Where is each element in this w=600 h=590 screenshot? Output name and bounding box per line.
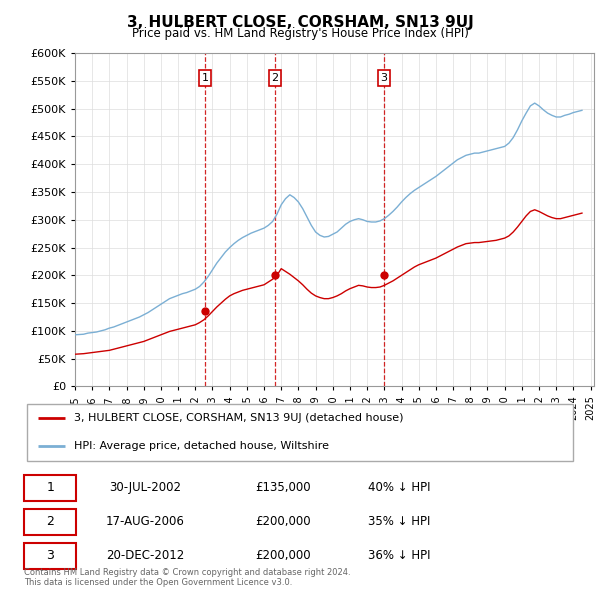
Text: 3, HULBERT CLOSE, CORSHAM, SN13 9UJ: 3, HULBERT CLOSE, CORSHAM, SN13 9UJ (127, 15, 473, 30)
Text: 35% ↓ HPI: 35% ↓ HPI (368, 515, 431, 529)
Text: 1: 1 (47, 481, 55, 494)
FancyBboxPatch shape (27, 404, 573, 461)
FancyBboxPatch shape (24, 509, 76, 535)
Text: 2: 2 (47, 515, 55, 529)
Text: 17-AUG-2006: 17-AUG-2006 (106, 515, 185, 529)
Text: 30-JUL-2002: 30-JUL-2002 (109, 481, 181, 494)
Text: HPI: Average price, detached house, Wiltshire: HPI: Average price, detached house, Wilt… (74, 441, 329, 451)
Text: 3: 3 (47, 549, 55, 562)
Text: Contains HM Land Registry data © Crown copyright and database right 2024.
This d: Contains HM Land Registry data © Crown c… (24, 568, 350, 587)
Text: £200,000: £200,000 (256, 515, 311, 529)
Text: Price paid vs. HM Land Registry's House Price Index (HPI): Price paid vs. HM Land Registry's House … (131, 27, 469, 40)
Text: 36% ↓ HPI: 36% ↓ HPI (368, 549, 431, 562)
Text: 40% ↓ HPI: 40% ↓ HPI (368, 481, 431, 494)
Text: 3, HULBERT CLOSE, CORSHAM, SN13 9UJ (detached house): 3, HULBERT CLOSE, CORSHAM, SN13 9UJ (det… (74, 413, 403, 423)
Text: £135,000: £135,000 (256, 481, 311, 494)
Text: 2: 2 (271, 73, 278, 83)
Text: £200,000: £200,000 (256, 549, 311, 562)
Text: 20-DEC-2012: 20-DEC-2012 (106, 549, 185, 562)
FancyBboxPatch shape (24, 543, 76, 569)
Text: 3: 3 (380, 73, 388, 83)
FancyBboxPatch shape (24, 475, 76, 501)
Text: 1: 1 (202, 73, 209, 83)
